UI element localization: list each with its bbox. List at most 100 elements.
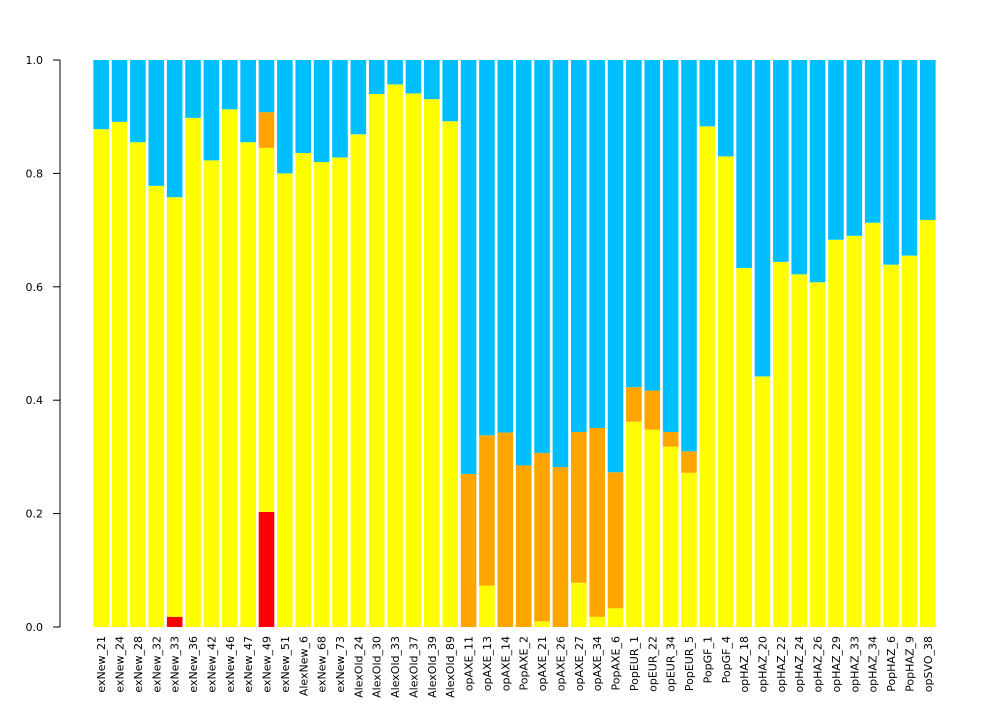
bar-segment (662, 446, 679, 627)
bar-segment (864, 60, 881, 223)
bar-segment (534, 452, 550, 622)
bar-segment (240, 142, 256, 627)
x-tick-label: exNew_21 (95, 636, 108, 693)
bar-segment (185, 60, 201, 118)
bar-segment (828, 239, 844, 628)
bar-segment (901, 255, 918, 627)
x-tick-label: opHAZ_34 (867, 636, 880, 693)
bar-segment (828, 60, 844, 240)
bar-segment (607, 472, 624, 609)
bar-segment (626, 421, 642, 627)
bar-segment (350, 134, 367, 627)
bar-segment (295, 60, 312, 153)
bar-segment (240, 60, 256, 143)
bar-segment (93, 129, 109, 628)
bar-segment (644, 390, 661, 430)
bar-segment (497, 432, 514, 627)
bar-segment (534, 60, 550, 453)
bar-segment (203, 160, 220, 628)
bar-segment (754, 376, 771, 627)
bar-segment (130, 142, 146, 627)
x-tick-label: exNew_28 (132, 636, 145, 693)
x-tick-label: PopEUR_5 (683, 636, 696, 691)
bar-segment (479, 585, 495, 627)
bar-segment (258, 147, 275, 512)
x-tick-label: exNew_68 (316, 636, 329, 693)
bar-segment (717, 156, 734, 627)
x-tick-label: exNew_46 (224, 636, 237, 693)
bar-segment (368, 94, 385, 627)
x-tick-label: exNew_51 (279, 636, 292, 693)
bar-segment (258, 112, 275, 148)
x-tick-label: opHAZ_26 (812, 636, 825, 693)
x-tick-label: AlexOld_30 (371, 636, 384, 698)
x-tick-label: AlexOld_37 (407, 636, 420, 698)
x-tick-label: PopHAZ_9 (903, 636, 916, 692)
bar-segment (736, 60, 752, 269)
x-tick-label: exNew_32 (150, 636, 163, 693)
y-tick-label: 0.8 (26, 167, 44, 180)
x-tick-label: opHAZ_22 (775, 636, 788, 693)
bar-segment (332, 60, 348, 158)
bar-segment (920, 60, 936, 220)
bar-segment (332, 157, 348, 627)
bar-segment (405, 93, 422, 627)
bar-segment (442, 121, 459, 628)
bar-segment (883, 264, 899, 627)
x-tick-label: PopHAZ_6 (885, 636, 898, 692)
x-tick-label: opAXE_11 (463, 636, 476, 691)
x-tick-label: PopGF_4 (720, 636, 733, 683)
bar-segment (570, 431, 587, 583)
bar-segment (313, 162, 330, 627)
bar-segment (185, 117, 201, 627)
bar-segment (221, 109, 238, 627)
bar-segment (901, 60, 918, 256)
bar-segment (166, 616, 183, 627)
bar-segment (277, 173, 293, 627)
bar-segment (442, 60, 459, 122)
bar-segment (130, 60, 146, 143)
bar-segment (221, 60, 238, 110)
bar-segment (846, 60, 863, 236)
x-tick-label: opHAZ_29 (830, 636, 843, 693)
x-tick-label: exNew_42 (205, 636, 218, 693)
bar-segment (570, 60, 587, 432)
bar-segment (864, 222, 881, 628)
y-tick-label: 1.0 (26, 54, 44, 67)
x-tick-label: PopAXE_2 (518, 636, 531, 690)
x-tick-label: opAXE_26 (554, 636, 567, 691)
bar-segment (166, 60, 183, 198)
x-tick-label: opHAZ_20 (756, 636, 769, 693)
bar-segment (148, 185, 165, 627)
bar-segment (552, 60, 569, 468)
bar-segment (736, 268, 752, 627)
bar-segment (809, 60, 826, 283)
bar-segment (203, 60, 220, 161)
bar-segment (681, 60, 697, 452)
bar-segment (920, 219, 936, 627)
bar-segment (258, 511, 275, 627)
bar-segment (148, 60, 165, 186)
x-tick-label: AlexOld_39 (426, 636, 439, 698)
bar-segment (626, 60, 642, 388)
x-tick-label: opAXE_27 (573, 636, 586, 691)
x-tick-label: opAXE_14 (499, 636, 512, 691)
bar-segment (662, 60, 679, 432)
bar-segment (607, 60, 624, 473)
bar-segment (258, 60, 275, 113)
bar-segment (515, 60, 532, 466)
x-tick-label: opAXE_13 (481, 636, 494, 691)
bar-segment (791, 60, 808, 275)
bar-segment (754, 60, 771, 377)
bar-segment (681, 451, 697, 473)
bar-segment (295, 152, 312, 628)
x-tick-label: AlexOld_33 (389, 636, 402, 698)
x-tick-label: exNew_49 (261, 636, 274, 693)
x-tick-label: AlexOld_89 (444, 636, 457, 698)
bar-segment (570, 582, 587, 627)
x-tick-label: exNew_36 (187, 636, 200, 693)
x-tick-label: opEUR_34 (665, 636, 678, 692)
x-tick-label: exNew_33 (169, 636, 182, 693)
x-tick-label: AlexNew_6 (297, 636, 310, 696)
x-tick-label: opHAZ_33 (848, 636, 861, 693)
